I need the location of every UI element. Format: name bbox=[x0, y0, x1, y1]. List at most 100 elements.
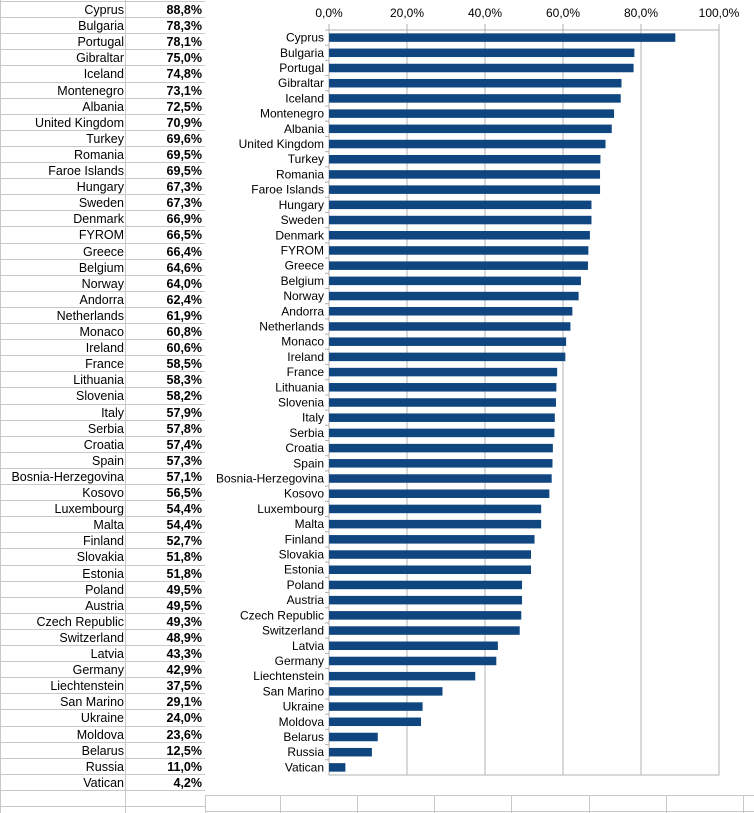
table-row[interactable]: Sweden 67,3% bbox=[0, 195, 205, 211]
percentage-cell[interactable]: 57,1% bbox=[166, 470, 202, 484]
percentage-cell[interactable]: 43,3% bbox=[166, 647, 202, 661]
bar[interactable] bbox=[329, 322, 571, 331]
table-row[interactable]: San Marino 29,1% bbox=[0, 694, 205, 710]
bar[interactable] bbox=[329, 580, 523, 590]
table-row[interactable]: Slovakia 51,8% bbox=[0, 549, 205, 565]
country-cell[interactable]: Romania bbox=[73, 148, 124, 162]
bar[interactable] bbox=[329, 535, 535, 544]
percentage-cell[interactable]: 78,3% bbox=[166, 19, 202, 33]
percentage-cell[interactable]: 24,0% bbox=[166, 711, 202, 725]
bar[interactable] bbox=[329, 367, 558, 377]
country-cell[interactable]: Monaco bbox=[79, 325, 124, 339]
percentage-cell[interactable]: 29,1% bbox=[166, 695, 202, 709]
table-row[interactable]: Hungary 67,3% bbox=[0, 179, 205, 195]
table-row[interactable]: Slovenia 58,2% bbox=[0, 388, 205, 404]
percentage-cell[interactable]: 11,0% bbox=[167, 760, 202, 774]
table-row[interactable]: Liechtenstein 37,5% bbox=[0, 678, 205, 694]
percentage-cell[interactable]: 56,5% bbox=[166, 486, 202, 500]
bar[interactable] bbox=[329, 702, 423, 711]
table-row[interactable]: FYROM 66,5% bbox=[0, 227, 205, 243]
bar[interactable] bbox=[329, 383, 557, 392]
bar[interactable] bbox=[329, 63, 634, 73]
country-cell[interactable]: Turkey bbox=[86, 132, 124, 146]
percentage-cell[interactable]: 70,9% bbox=[166, 116, 202, 130]
table-row[interactable]: Belarus 12,5% bbox=[0, 743, 205, 759]
table-row[interactable]: Croatia 57,4% bbox=[0, 437, 205, 453]
percentage-cell[interactable]: 66,4% bbox=[166, 245, 202, 259]
percentage-cell[interactable]: 57,3% bbox=[166, 454, 202, 468]
table-row[interactable]: Italy 57,9% bbox=[0, 405, 205, 421]
percentage-cell[interactable]: 88,8% bbox=[166, 3, 202, 17]
percentage-cell[interactable]: 49,3% bbox=[166, 615, 202, 629]
country-cell[interactable]: Bosnia-Herzegovina bbox=[11, 470, 124, 484]
percentage-cell[interactable]: 42,9% bbox=[166, 663, 202, 677]
country-cell[interactable]: United Kingdom bbox=[35, 116, 124, 130]
percentage-cell[interactable]: 58,5% bbox=[166, 357, 202, 371]
percentage-cell[interactable]: 72,5% bbox=[166, 100, 202, 114]
country-cell[interactable]: Germany bbox=[72, 663, 124, 677]
table-row[interactable]: Latvia 43,3% bbox=[0, 646, 205, 662]
table-row[interactable]: Bulgaria 78,3% bbox=[0, 18, 205, 34]
country-cell[interactable]: Slovakia bbox=[76, 550, 124, 564]
country-cell[interactable]: Liechtenstein bbox=[50, 679, 124, 693]
country-cell[interactable]: Norway bbox=[81, 277, 124, 291]
country-cell[interactable]: Montenegro bbox=[57, 84, 124, 98]
bar[interactable] bbox=[329, 352, 566, 362]
percentage-cell[interactable]: 69,5% bbox=[166, 148, 202, 162]
country-cell[interactable]: FYROM bbox=[78, 228, 124, 242]
country-cell[interactable]: Czech Republic bbox=[36, 615, 124, 629]
bar[interactable] bbox=[329, 626, 520, 635]
country-cell[interactable]: Greece bbox=[83, 245, 124, 259]
country-cell[interactable]: Gibraltar bbox=[76, 51, 124, 65]
country-cell[interactable]: San Marino bbox=[60, 695, 124, 709]
table-row[interactable]: Ukraine 24,0% bbox=[0, 710, 205, 726]
bar[interactable] bbox=[329, 48, 635, 58]
country-cell[interactable]: Denmark bbox=[73, 212, 124, 226]
table-row[interactable]: Greece 66,4% bbox=[0, 244, 205, 260]
country-cell[interactable]: Vatican bbox=[83, 776, 124, 790]
percentage-cell[interactable]: 4,2% bbox=[173, 776, 203, 790]
bar[interactable] bbox=[329, 398, 556, 407]
percentage-cell[interactable]: 78,1% bbox=[166, 35, 202, 49]
percentage-cell[interactable]: 61,9% bbox=[166, 309, 202, 323]
percentage-cell[interactable]: 12,5% bbox=[166, 744, 202, 758]
table-row[interactable]: Luxembourg 54,4% bbox=[0, 501, 205, 517]
percentage-cell[interactable]: 64,6% bbox=[166, 261, 202, 275]
table-row[interactable]: Cyprus 88,8% bbox=[0, 2, 205, 18]
country-cell[interactable]: Russia bbox=[85, 760, 124, 774]
percentage-cell[interactable]: 49,5% bbox=[166, 599, 202, 613]
percentage-cell[interactable]: 54,4% bbox=[166, 502, 202, 516]
bar[interactable] bbox=[329, 717, 422, 727]
table-row[interactable]: Kosovo 56,5% bbox=[0, 485, 205, 501]
bar[interactable] bbox=[329, 170, 601, 179]
bar[interactable] bbox=[329, 474, 552, 483]
country-cell[interactable]: Switzerland bbox=[59, 631, 124, 645]
percentage-cell[interactable]: 49,5% bbox=[166, 583, 202, 597]
bar[interactable] bbox=[329, 763, 346, 772]
percentage-cell[interactable]: 60,6% bbox=[166, 341, 202, 355]
bar[interactable] bbox=[329, 124, 612, 134]
table-row[interactable]: Austria 49,5% bbox=[0, 598, 205, 614]
country-cell[interactable]: Estonia bbox=[82, 567, 124, 581]
country-cell[interactable]: Faroe Islands bbox=[48, 164, 124, 178]
bar[interactable] bbox=[329, 611, 522, 620]
percentage-cell[interactable]: 69,6% bbox=[166, 132, 202, 146]
bar[interactable] bbox=[329, 459, 553, 468]
bar[interactable] bbox=[329, 489, 550, 498]
table-row[interactable]: Ireland 60,6% bbox=[0, 340, 205, 356]
bar[interactable] bbox=[329, 94, 621, 103]
bar[interactable] bbox=[329, 656, 497, 666]
bar[interactable] bbox=[329, 78, 622, 88]
bar-chart[interactable]: 0,0% 20,0% 40,0% 60,0% 80,0% 100,0% Cyprus Bulg… bbox=[205, 0, 754, 795]
percentage-cell[interactable]: 74,8% bbox=[166, 67, 202, 81]
bar[interactable] bbox=[329, 291, 579, 301]
table-row[interactable]: France 58,5% bbox=[0, 356, 205, 372]
bar[interactable] bbox=[329, 687, 443, 696]
percentage-cell[interactable]: 66,5% bbox=[166, 228, 202, 242]
country-cell[interactable]: Bulgaria bbox=[78, 19, 124, 33]
country-cell[interactable]: Sweden bbox=[78, 196, 124, 210]
percentage-cell[interactable]: 51,8% bbox=[166, 550, 202, 564]
percentage-cell[interactable]: 54,4% bbox=[166, 518, 202, 532]
table-row[interactable]: Gibraltar 75,0% bbox=[0, 50, 205, 66]
country-cell[interactable]: Belgium bbox=[78, 261, 124, 275]
